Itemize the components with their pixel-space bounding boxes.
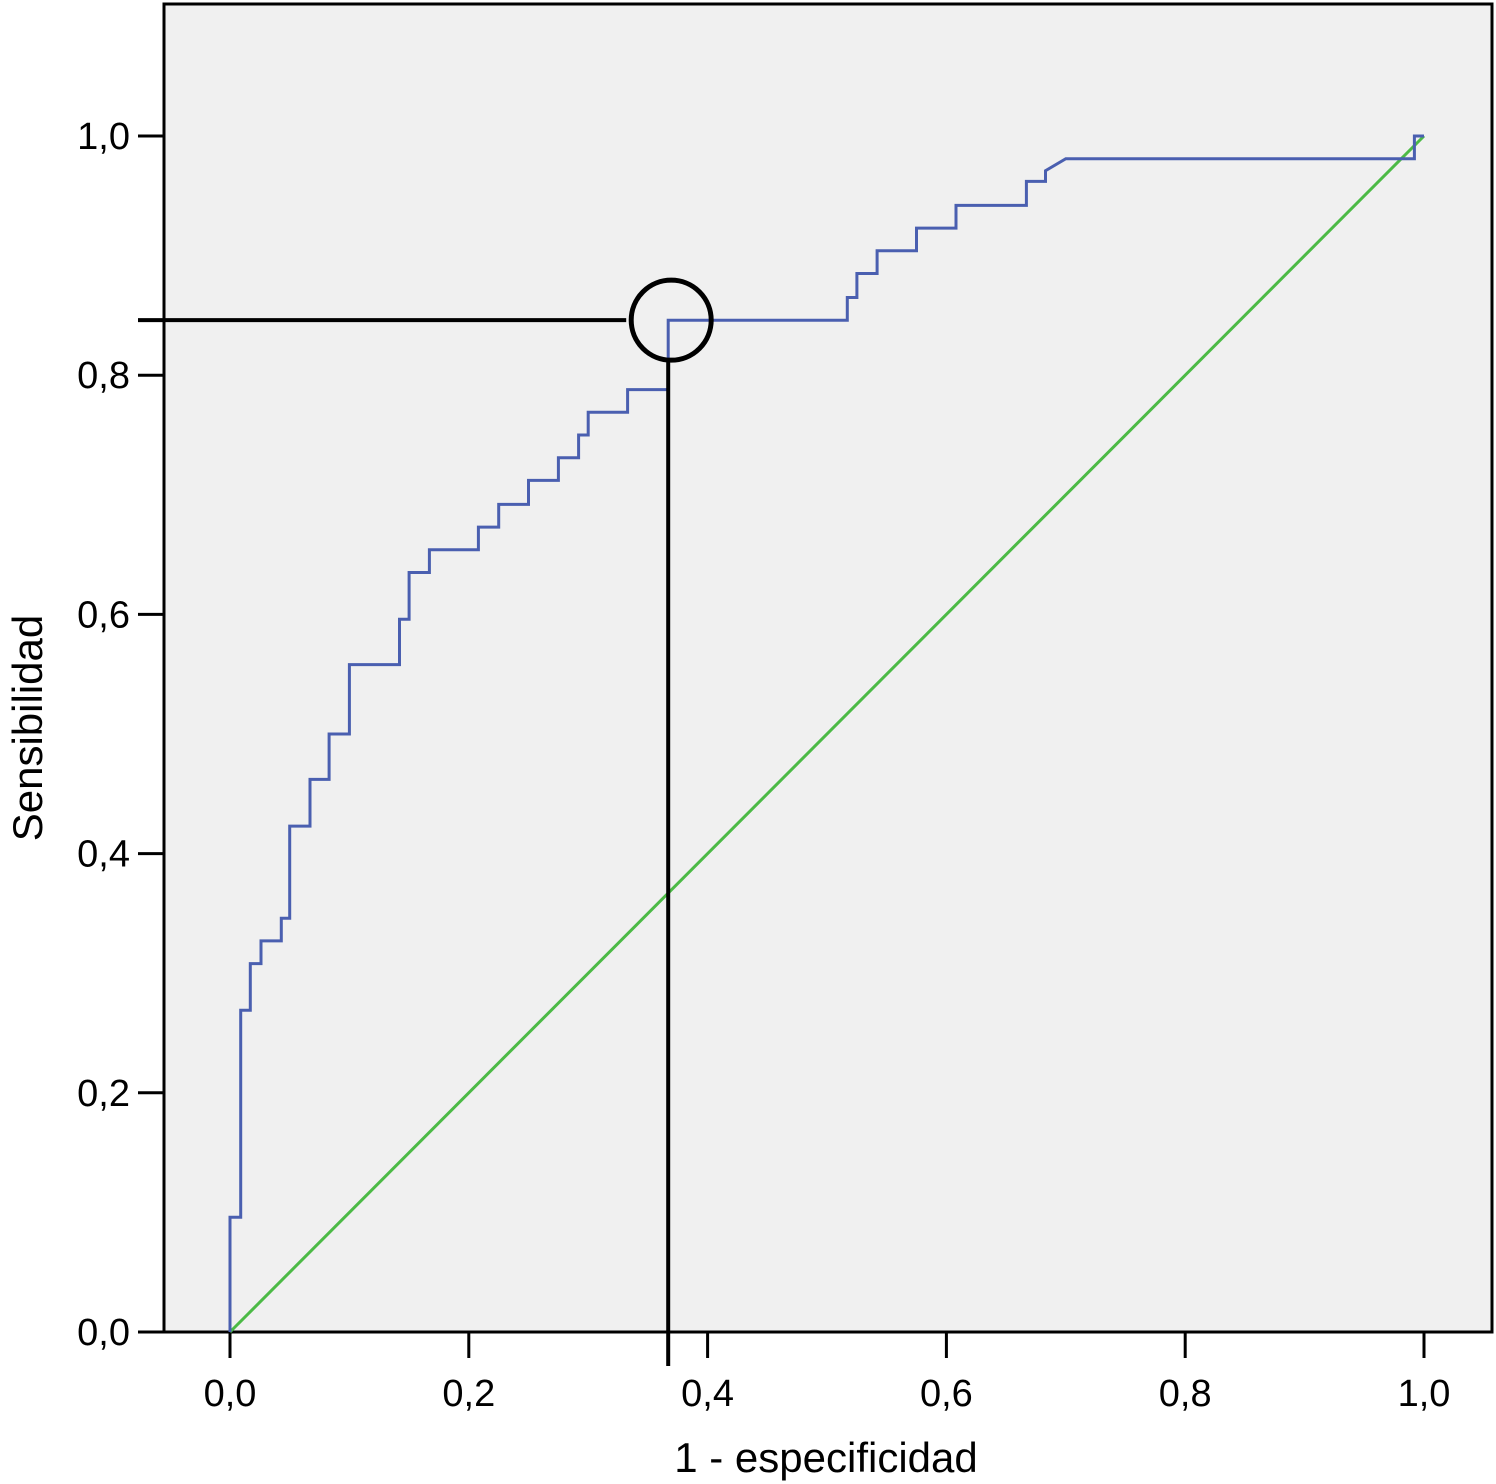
plot-area (162, 2, 1494, 1334)
x-tick-label: 0,0 (204, 1373, 257, 1415)
y-tick-label: 0,0 (77, 1312, 130, 1354)
series-layer (228, 134, 1426, 1334)
y-tick-label: 0,6 (77, 594, 130, 636)
roc-curve-line (228, 134, 1424, 1332)
x-tick-label: 1,0 (1398, 1373, 1451, 1415)
y-axis-ticks: 0,0 0,2 0,4 0,6 0,8 1,0 (77, 116, 164, 1354)
x-axis-title: 1 - especificidad (674, 1434, 978, 1481)
y-axis-title: Sensibilidad (4, 615, 51, 842)
reference-diagonal-line (228, 134, 1426, 1334)
y-tick-label: 0,8 (77, 355, 130, 397)
x-tick-label: 0,2 (442, 1373, 495, 1415)
x-tick-label: 0,4 (681, 1373, 734, 1415)
cutoff-circle-marker (628, 277, 714, 363)
x-tick-label: 0,6 (920, 1373, 973, 1415)
x-tick-label: 0,8 (1159, 1373, 1212, 1415)
y-tick-label: 0,4 (77, 834, 130, 876)
y-tick-label: 1,0 (77, 116, 130, 158)
x-axis-ticks: 0,0 0,2 0,4 0,6 0,8 1,0 (204, 1332, 1451, 1415)
annotation-layer (138, 277, 714, 1366)
y-tick-label: 0,2 (77, 1073, 130, 1115)
